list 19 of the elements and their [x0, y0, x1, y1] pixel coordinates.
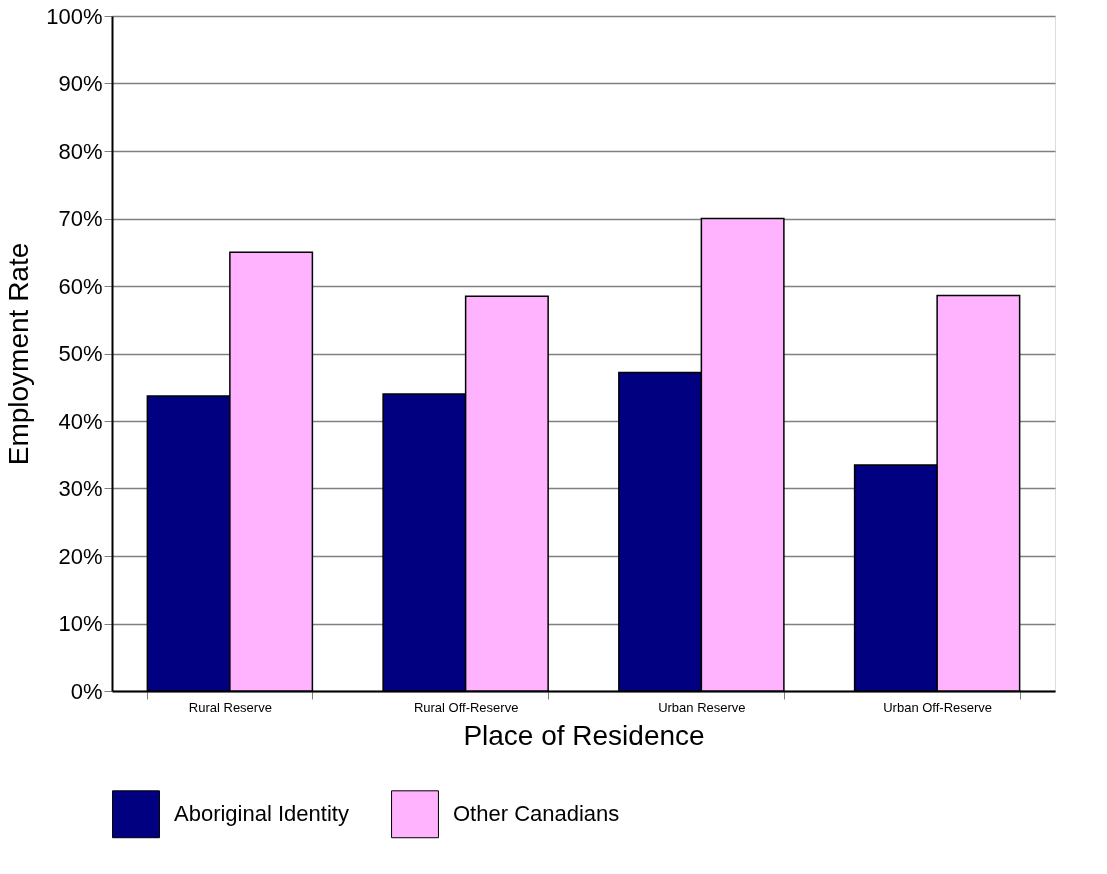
y-tick-label: 0% [70, 678, 103, 704]
y-tick-label: 20% [58, 543, 103, 569]
x-tick-label: Urban Reserve [658, 699, 746, 715]
y-tick-label: 90% [58, 71, 103, 96]
x-tick-label: Urban Off-Reserve [883, 699, 993, 715]
y-axis-title: Employment Rate [3, 242, 35, 466]
y-tick-label: 100% [46, 3, 103, 29]
legend-label: Aboriginal Identity [174, 801, 349, 827]
y-tick-label: 40% [58, 408, 103, 434]
legend-label: Other Canadians [453, 801, 620, 827]
y-tick-label: 30% [58, 476, 103, 501]
y-tick-label: 50% [58, 341, 103, 366]
y-tick-label: 10% [58, 611, 103, 636]
y-tick-label: 80% [58, 138, 103, 164]
x-tick-label: Rural Reserve [188, 699, 272, 715]
x-tick-label: Rural Off-Reserve [413, 699, 519, 715]
y-tick-label: 60% [58, 273, 103, 299]
x-axis-title: Place of Residence [463, 719, 705, 751]
y-tick-label: 70% [58, 206, 103, 231]
